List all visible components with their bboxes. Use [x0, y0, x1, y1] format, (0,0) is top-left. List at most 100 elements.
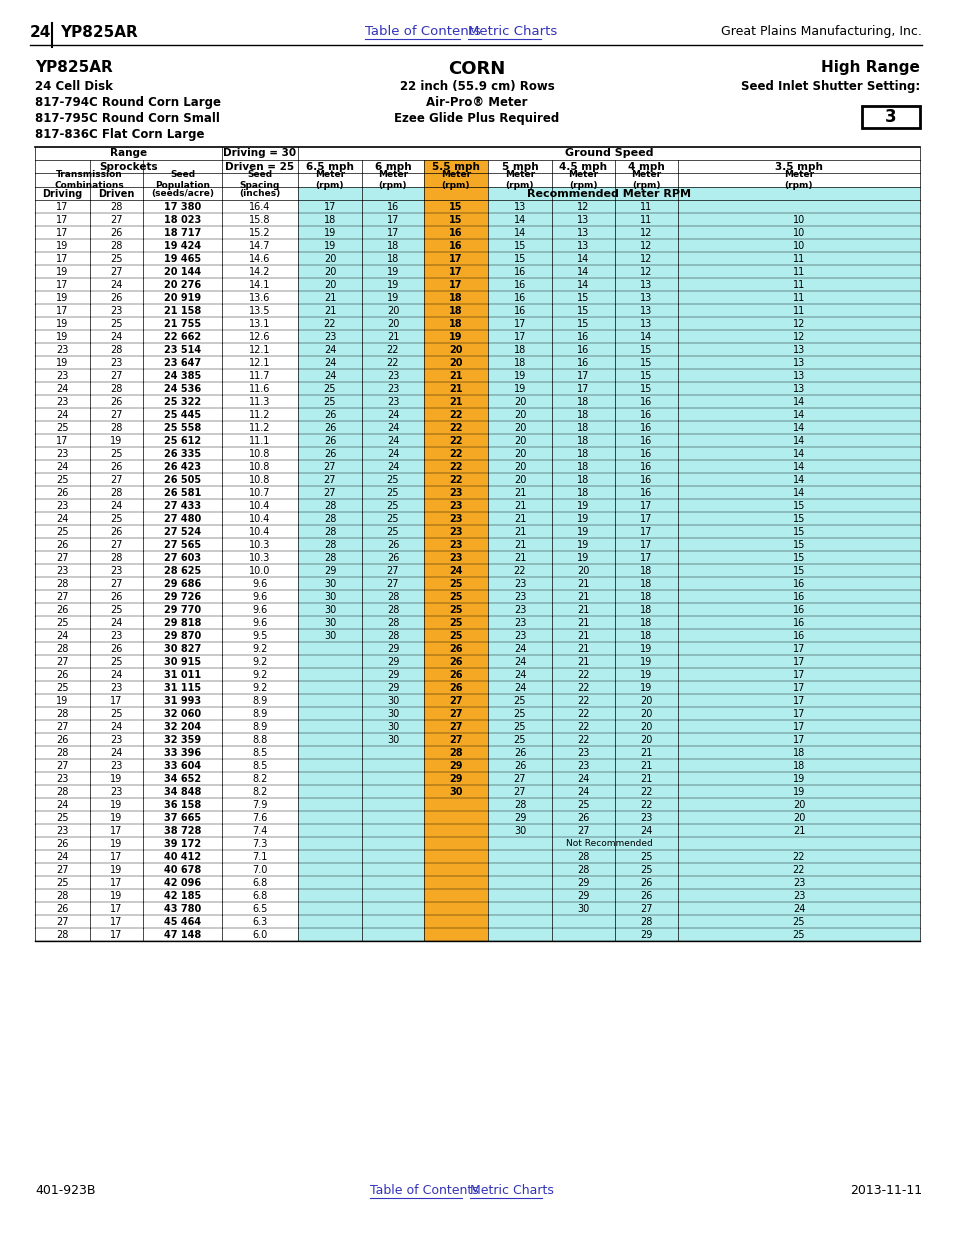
Text: 20: 20 [639, 735, 652, 745]
Bar [297, 630, 919, 642]
Text: 20: 20 [577, 566, 589, 576]
Bar [35, 252, 919, 266]
Text: 19: 19 [387, 267, 398, 277]
Bar [297, 447, 919, 461]
Text: 16: 16 [577, 332, 589, 342]
Text: 19: 19 [323, 241, 335, 251]
Text: 30 915: 30 915 [164, 657, 201, 667]
Text: 25: 25 [792, 930, 804, 940]
Text: 14: 14 [792, 436, 804, 446]
Bar [423, 513, 488, 525]
Text: 27: 27 [323, 488, 335, 498]
Text: 24: 24 [111, 618, 123, 627]
Bar [423, 226, 488, 240]
Text: 18: 18 [577, 422, 589, 432]
Text: 11: 11 [792, 254, 804, 264]
Text: 9.6: 9.6 [253, 592, 268, 601]
Text: 28: 28 [386, 631, 398, 641]
Text: 20: 20 [323, 267, 335, 277]
Text: 22: 22 [577, 669, 589, 679]
Bar [35, 642, 919, 656]
Text: 8.9: 8.9 [253, 695, 268, 705]
Bar [297, 188, 919, 200]
Text: Meter
(rpm): Meter (rpm) [377, 170, 408, 190]
Bar [423, 435, 488, 447]
Text: Metric Charts: Metric Charts [470, 1183, 554, 1197]
Bar [297, 929, 919, 941]
Bar [423, 525, 488, 538]
Text: 13: 13 [577, 241, 589, 251]
Text: 15: 15 [449, 215, 462, 225]
Text: 12: 12 [792, 332, 804, 342]
Bar [297, 604, 919, 616]
Bar [297, 915, 919, 929]
Text: 13: 13 [792, 345, 804, 354]
Bar [423, 616, 488, 630]
Text: 17: 17 [111, 695, 123, 705]
Bar [35, 656, 919, 668]
Bar [423, 746, 488, 760]
Bar [423, 473, 488, 487]
Text: 23: 23 [577, 748, 589, 758]
Bar [423, 304, 488, 317]
Text: 16: 16 [514, 293, 525, 303]
Bar [297, 240, 919, 252]
Text: 28: 28 [56, 579, 69, 589]
Text: 24: 24 [639, 826, 652, 836]
Text: 24: 24 [56, 514, 69, 524]
Text: 29: 29 [639, 930, 652, 940]
Text: 23: 23 [56, 448, 69, 458]
Text: 24: 24 [56, 631, 69, 641]
Text: 26 505: 26 505 [164, 474, 201, 485]
Text: 22 inch (55.9 cm) Rows: 22 inch (55.9 cm) Rows [399, 80, 554, 93]
Bar [35, 708, 919, 720]
Text: 21: 21 [577, 618, 589, 627]
Text: 23: 23 [111, 683, 123, 693]
Text: Seed
Population: Seed Population [154, 170, 210, 190]
Text: 28: 28 [639, 916, 652, 926]
Bar [35, 551, 919, 564]
Text: 14: 14 [639, 332, 652, 342]
Bar [297, 214, 919, 226]
Text: 23: 23 [111, 566, 123, 576]
Text: 27: 27 [323, 474, 335, 485]
Bar [423, 188, 488, 200]
Text: 29: 29 [386, 683, 398, 693]
Text: 21: 21 [514, 514, 526, 524]
Text: 17: 17 [449, 254, 462, 264]
Text: 401-923B: 401-923B [35, 1183, 95, 1197]
Text: High Range: High Range [821, 61, 919, 75]
Text: (inches): (inches) [239, 189, 280, 199]
Text: 20: 20 [514, 448, 526, 458]
Text: 25: 25 [56, 878, 69, 888]
Text: 15: 15 [792, 540, 804, 550]
Text: 14: 14 [792, 422, 804, 432]
Text: 29 726: 29 726 [164, 592, 201, 601]
Text: Seed Inlet Shutter Setting:: Seed Inlet Shutter Setting: [740, 80, 919, 93]
Bar [35, 291, 919, 304]
Text: 25: 25 [323, 384, 335, 394]
Text: 23: 23 [792, 878, 804, 888]
Bar [35, 538, 919, 551]
Text: 12: 12 [639, 267, 652, 277]
Text: Seed
Spacing: Seed Spacing [239, 170, 280, 190]
Bar [423, 278, 488, 291]
Text: 26: 26 [111, 592, 123, 601]
Bar [35, 173, 919, 188]
Text: 25 322: 25 322 [164, 396, 201, 406]
Text: 26: 26 [56, 839, 69, 848]
Text: 8.9: 8.9 [253, 709, 268, 719]
Text: 23: 23 [449, 488, 462, 498]
Text: 23: 23 [792, 890, 804, 900]
Text: 19 424: 19 424 [164, 241, 201, 251]
Text: 25: 25 [111, 319, 123, 329]
Bar [297, 877, 919, 889]
Text: 27: 27 [56, 916, 69, 926]
Text: 11.3: 11.3 [249, 396, 271, 406]
Text: 21: 21 [639, 748, 652, 758]
Text: 26: 26 [386, 540, 398, 550]
Text: 23: 23 [111, 358, 123, 368]
Bar [35, 863, 919, 877]
Text: 17: 17 [792, 683, 804, 693]
Text: 25: 25 [56, 474, 69, 485]
